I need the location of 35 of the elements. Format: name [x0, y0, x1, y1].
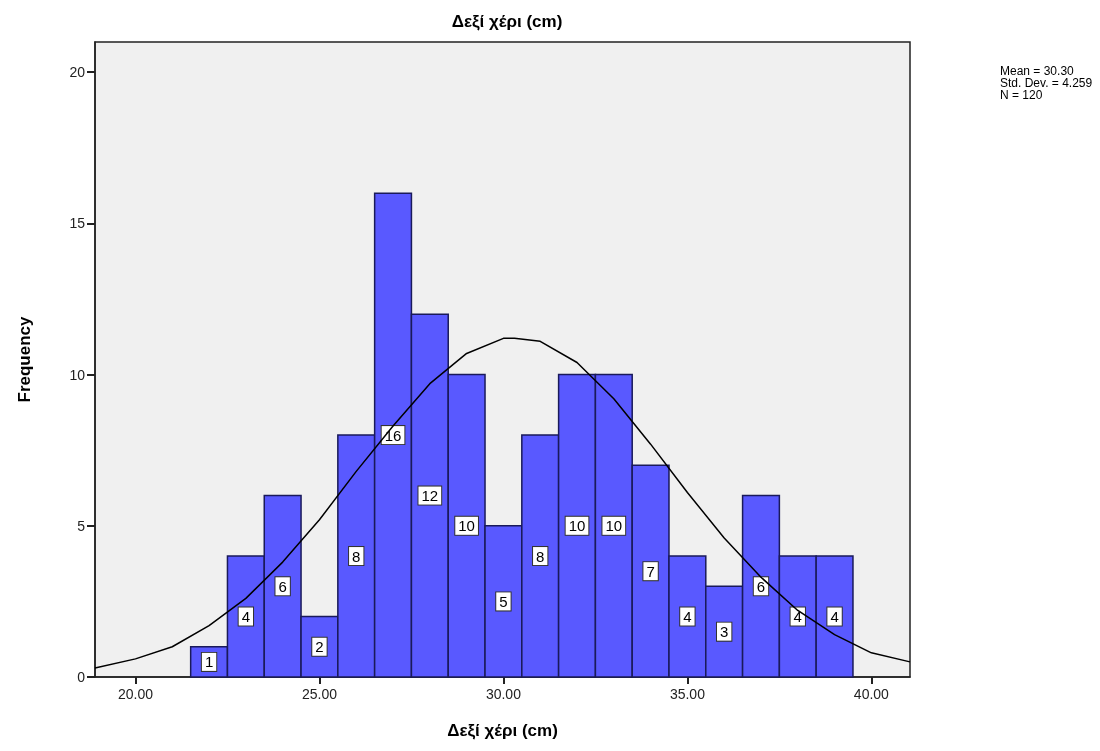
line-series: [94, 337, 911, 669]
data-label: 4: [241, 608, 251, 626]
y-axis-title: Frequency: [15, 315, 34, 403]
data-label: 8: [352, 547, 361, 565]
x-tick-label: 35.00: [669, 686, 706, 702]
x-tick-label: 20.00: [117, 686, 154, 702]
text: Std. Dev. = 4.259: [1000, 76, 1093, 90]
data-label: 2: [315, 638, 324, 656]
data-label: 4: [793, 608, 802, 626]
data-label: 10: [605, 517, 623, 535]
data-label: 5: [499, 592, 508, 610]
x-axis-title: Δεξί χέρι (cm): [447, 721, 558, 740]
data-label: 10: [568, 517, 586, 535]
data-label: 6: [278, 577, 287, 595]
data-label: 4: [830, 608, 839, 626]
data-label: 16: [384, 426, 402, 444]
y-tick-label: 20: [69, 64, 86, 81]
data-label: 7: [646, 562, 655, 580]
y-tick-label: 5: [77, 517, 86, 534]
x-tick-label: 40.00: [853, 686, 890, 702]
data-label: 10: [458, 517, 475, 535]
x-tick-label: 25.00: [301, 686, 338, 702]
text: Mean = 30.30: [1000, 64, 1075, 78]
data-label: 6: [756, 577, 766, 595]
x-tick-label: 30.00: [485, 686, 522, 702]
data-label: 12: [421, 487, 439, 505]
data-label: 8: [536, 547, 545, 565]
data-label: 1: [204, 653, 214, 671]
y-tick-label: 0: [77, 669, 86, 685]
data-label: 3: [720, 623, 729, 641]
y-tick-label: 10: [69, 366, 86, 383]
y-tick-label: 15: [69, 215, 86, 232]
chart-title: Δεξί χέρι (cm): [451, 12, 563, 31]
text: N = 120: [1000, 88, 1043, 102]
data-label: 4: [683, 608, 692, 626]
